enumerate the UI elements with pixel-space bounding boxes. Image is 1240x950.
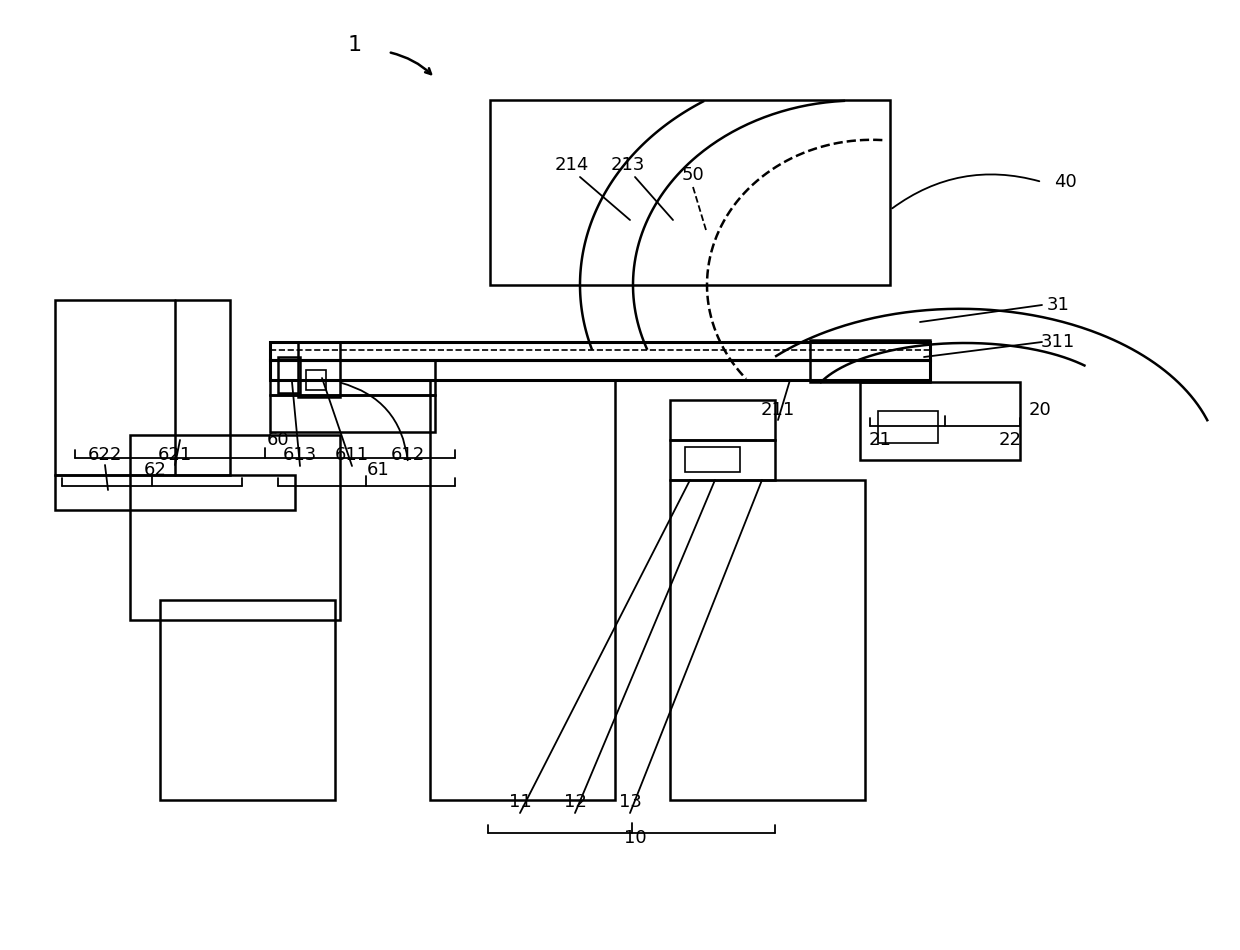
Text: 22: 22 (998, 431, 1022, 449)
Text: 613: 613 (283, 446, 317, 464)
Bar (670, 440, 775, 480)
Text: 62: 62 (144, 461, 166, 479)
Bar (55, 300, 229, 475)
Text: 612: 612 (391, 446, 425, 464)
Bar (670, 480, 866, 800)
Text: 12: 12 (563, 793, 587, 811)
Text: 1: 1 (348, 35, 362, 55)
Bar (270, 360, 930, 380)
Text: 211: 211 (761, 401, 795, 419)
Bar (55, 475, 295, 510)
Text: 311: 311 (1040, 333, 1075, 351)
Bar (306, 370, 326, 390)
Text: 11: 11 (508, 793, 532, 811)
Bar (861, 382, 1021, 460)
Text: 10: 10 (624, 829, 646, 847)
Text: 21: 21 (868, 431, 892, 449)
Bar (490, 100, 890, 285)
Bar (270, 395, 435, 432)
Bar (130, 435, 340, 620)
Bar (270, 342, 930, 360)
Bar (270, 360, 435, 395)
Bar (278, 357, 300, 393)
Bar (878, 411, 937, 443)
Text: 214: 214 (554, 156, 589, 174)
Text: 60: 60 (267, 431, 289, 449)
Text: 40: 40 (1054, 173, 1076, 191)
Text: 611: 611 (335, 446, 370, 464)
Bar (684, 447, 740, 472)
Bar (160, 600, 335, 800)
Bar (430, 380, 615, 800)
Text: 61: 61 (367, 461, 389, 479)
Bar (670, 400, 775, 440)
Text: 31: 31 (1047, 296, 1069, 314)
Text: 20: 20 (1029, 401, 1052, 419)
Text: 621: 621 (157, 446, 192, 464)
Text: 13: 13 (619, 793, 641, 811)
Bar (810, 340, 930, 382)
Text: 213: 213 (611, 156, 645, 174)
Text: 50: 50 (682, 166, 704, 184)
Text: 622: 622 (88, 446, 123, 464)
Bar (298, 342, 340, 397)
